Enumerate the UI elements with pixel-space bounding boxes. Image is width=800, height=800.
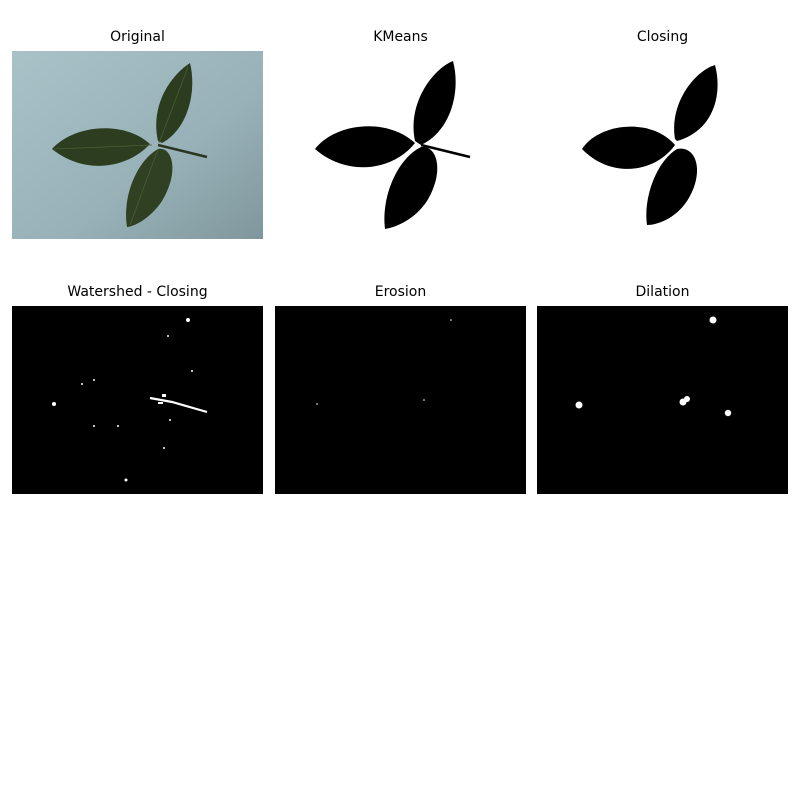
closing-image — [537, 51, 788, 239]
dilation-image — [537, 306, 788, 494]
watershed-closing-image — [12, 306, 263, 494]
original-leaf-photo — [12, 51, 263, 239]
watershed-closing-mask — [12, 306, 263, 494]
panel-title-closing: Closing — [636, 29, 689, 45]
panel-title-erosion: Erosion — [374, 284, 427, 300]
erosion-image — [275, 306, 526, 494]
panel-title-original: Original — [110, 29, 165, 45]
erosion-mask — [275, 306, 526, 494]
panel-title-watershed-closing: Watershed - Closing — [67, 284, 208, 300]
original-image — [12, 51, 263, 239]
kmeans-mask — [275, 51, 526, 239]
leaf-bottom — [126, 148, 173, 227]
kmeans-image — [275, 51, 526, 239]
panel-title-kmeans: KMeans — [373, 29, 428, 45]
panel-title-dilation: Dilation — [635, 284, 690, 300]
dilation-mask — [537, 306, 788, 494]
closing-mask — [537, 51, 788, 239]
leaf-stem — [157, 143, 208, 159]
